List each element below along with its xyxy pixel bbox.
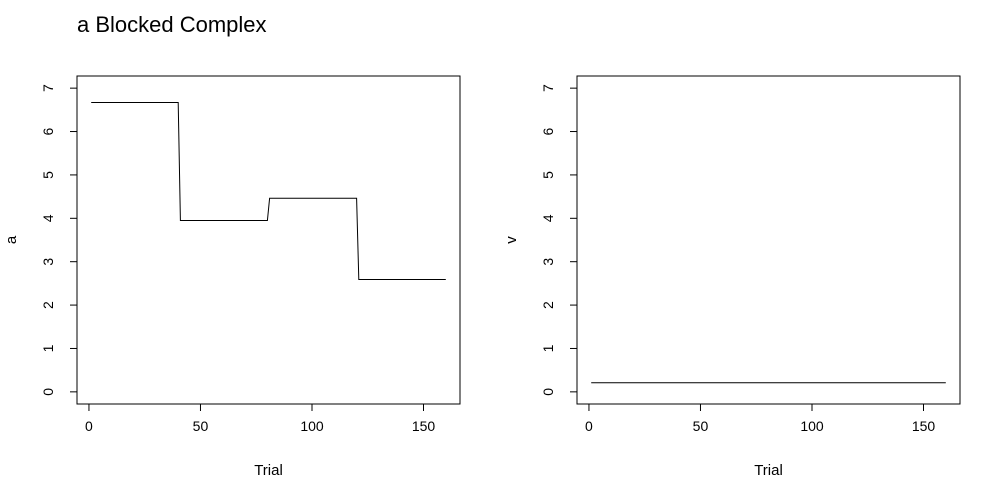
x-tick-label: 100	[800, 418, 824, 434]
x-tick-label: 0	[85, 418, 93, 434]
chart-panel-2: 0 50 100 150 0 1 2 3 4 5 6 7 Trial v	[503, 75, 961, 479]
y-tick-label: 3	[40, 258, 56, 266]
y-axis-label: v	[503, 236, 520, 244]
y-tick-label: 5	[540, 171, 556, 179]
y-axis-label: a	[3, 235, 20, 244]
series-line-1	[91, 102, 446, 280]
x-tick-label: 150	[912, 418, 936, 434]
y-tick-label: 2	[540, 301, 556, 309]
page-title: a Blocked Complex	[77, 12, 267, 37]
y-tick-label: 5	[40, 171, 56, 179]
x-tick-label: 100	[300, 418, 324, 434]
y-tick-label: 0	[40, 388, 56, 396]
x-tick-label: 150	[412, 418, 436, 434]
chart-panel-1: 0 50 100 150 0 1 2 3 4 5 6 7 Trial a	[3, 75, 461, 479]
x-tick-label: 50	[693, 418, 709, 434]
x-axis-label: Trial	[754, 462, 783, 479]
y-tick-label: 1	[40, 344, 56, 352]
plot-frame	[76, 75, 461, 405]
y-tick-label: 7	[540, 84, 556, 92]
x-tick-label: 0	[585, 418, 593, 434]
y-tick-label: 7	[40, 84, 56, 92]
x-axis-label: Trial	[254, 462, 283, 479]
y-tick-label: 0	[540, 388, 556, 396]
y-tick-label: 6	[40, 127, 56, 135]
plot-frame	[576, 75, 961, 405]
y-tick-label: 3	[540, 258, 556, 266]
y-tick-label: 4	[40, 214, 56, 222]
y-tick-label: 4	[540, 214, 556, 222]
y-tick-label: 2	[40, 301, 56, 309]
x-tick-label: 50	[193, 418, 209, 434]
y-tick-label: 6	[540, 127, 556, 135]
y-tick-label: 1	[540, 344, 556, 352]
